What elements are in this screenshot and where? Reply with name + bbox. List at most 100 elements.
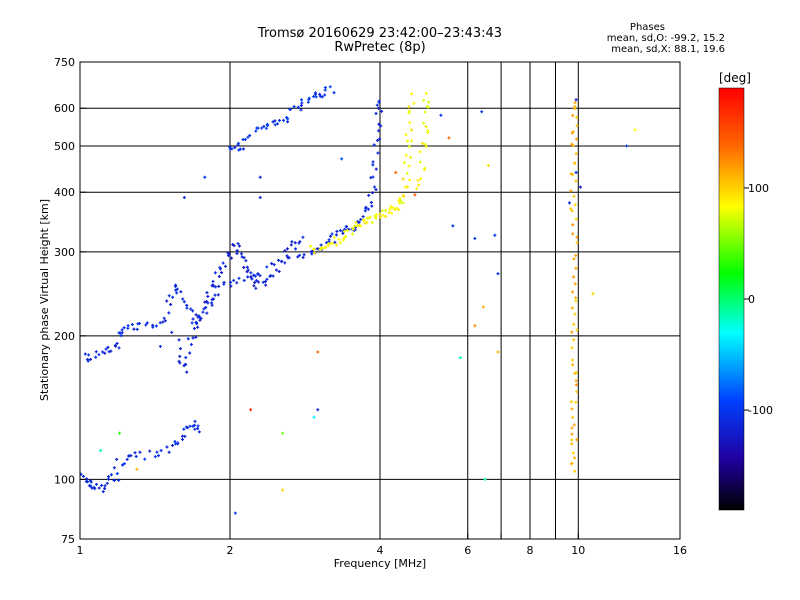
echo-point	[572, 194, 576, 198]
echo-point	[205, 291, 209, 295]
x-tick-label: 10	[571, 544, 585, 557]
echo-point	[574, 296, 578, 300]
y-tick-label: 600	[54, 102, 75, 115]
echo-point	[242, 265, 246, 269]
echo-point	[277, 258, 281, 262]
echo-point	[229, 280, 233, 284]
echo-point	[127, 454, 131, 458]
echo-point	[625, 144, 629, 148]
echo-point	[451, 224, 455, 228]
echo-point	[122, 462, 126, 466]
y-axis-label: Stationary phase Virtual Height [km]	[38, 199, 51, 401]
echo-point	[244, 259, 248, 263]
echo-point	[575, 240, 579, 244]
echo-point	[575, 115, 579, 119]
echo-point	[423, 142, 427, 146]
echo-point	[575, 390, 579, 394]
echo-point	[167, 311, 171, 315]
echo-point	[185, 370, 189, 374]
echo-point	[191, 336, 195, 340]
echo-point	[410, 92, 414, 96]
echo-point	[169, 302, 173, 306]
echo-point	[416, 179, 420, 183]
echo-point	[89, 484, 93, 488]
echo-point	[359, 224, 363, 228]
y-tick-label: 200	[54, 330, 75, 343]
echo-point	[306, 100, 310, 104]
echo-point	[574, 217, 578, 221]
echo-point	[301, 235, 305, 239]
x-tick-label: 8	[527, 544, 534, 557]
echo-point	[373, 185, 377, 189]
echo-point	[101, 350, 105, 354]
echo-point	[310, 252, 314, 256]
echo-point	[192, 423, 196, 427]
echo-point	[246, 268, 250, 272]
echo-point	[277, 269, 281, 273]
echo-point	[241, 138, 245, 142]
echo-point	[574, 137, 578, 141]
echo-point	[573, 161, 577, 165]
echo-point	[318, 92, 322, 96]
phase-heading: Phases	[629, 22, 665, 33]
echo-point	[423, 110, 427, 114]
echo-point	[575, 438, 579, 442]
echo-point	[364, 205, 368, 209]
echo-point	[374, 213, 378, 217]
echo-point	[570, 209, 574, 213]
echo-point	[422, 121, 426, 125]
echo-point	[99, 448, 103, 452]
echo-point	[296, 105, 300, 109]
y-tick-label: 75	[61, 533, 75, 546]
echo-point	[189, 342, 193, 346]
echo-point	[570, 442, 574, 446]
echo-point	[344, 234, 348, 238]
echo-point	[401, 201, 405, 205]
echo-point	[190, 321, 194, 325]
echo-point	[420, 141, 424, 145]
echo-point	[83, 352, 87, 356]
echo-point	[574, 98, 578, 102]
echo-point	[269, 274, 273, 278]
echo-point	[191, 309, 195, 313]
echo-point	[371, 191, 375, 195]
points-layer	[79, 85, 637, 515]
echo-point	[404, 153, 408, 157]
echo-point	[394, 206, 398, 210]
echo-point	[312, 415, 316, 419]
echo-point	[158, 344, 162, 348]
echo-point	[397, 199, 401, 203]
echo-point	[280, 260, 284, 264]
echo-point	[137, 322, 141, 326]
echo-point	[188, 351, 192, 355]
echo-point	[481, 305, 485, 309]
echo-point	[178, 347, 182, 351]
echo-point	[263, 280, 267, 284]
echo-point	[266, 124, 270, 128]
echo-point	[483, 477, 487, 481]
echo-point	[159, 448, 163, 452]
echo-point	[377, 106, 381, 110]
echo-point	[390, 205, 394, 209]
echo-point	[236, 242, 240, 246]
echo-point	[240, 255, 244, 259]
echo-point	[155, 450, 159, 454]
echo-point	[226, 254, 230, 258]
echo-point	[222, 280, 226, 284]
echo-point	[233, 511, 237, 515]
echo-point	[569, 462, 573, 466]
echo-point	[180, 437, 184, 441]
echo-point	[196, 424, 200, 428]
grid-layer	[80, 62, 680, 539]
echo-point	[404, 133, 408, 137]
echo-point	[89, 479, 93, 483]
echo-point	[232, 279, 236, 283]
echo-point	[218, 266, 222, 270]
echo-point	[134, 454, 138, 458]
echo-point	[496, 272, 500, 276]
echo-point	[357, 221, 361, 225]
echo-point	[379, 215, 383, 219]
echo-point	[256, 280, 260, 284]
echo-point	[323, 93, 327, 97]
echo-point	[245, 270, 249, 274]
